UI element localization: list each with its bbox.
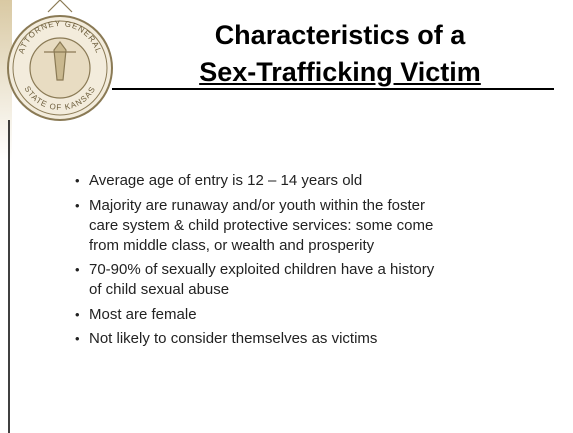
bullet-text: Not likely to consider themselves as vic… xyxy=(89,330,378,347)
bullet-text: from middle class, or wealth and prosper… xyxy=(89,236,375,254)
bullet-list: Average age of entry is 12 – 14 years ol… xyxy=(75,171,565,354)
bullet-text: care system & child protective services:… xyxy=(89,216,434,234)
bullet-text: of child sexual abuse xyxy=(89,281,230,298)
title-line: Sex-Trafficking Victim xyxy=(199,57,481,87)
seal xyxy=(7,0,113,121)
bullet-text: 70-90% of sexually exploited children ha… xyxy=(89,261,435,278)
bullet-item: Most are female xyxy=(75,305,565,325)
bullet-text: Majority are runaway and/or youth within… xyxy=(89,196,425,214)
bullet-item: Average age of entry is 12 – 14 years ol… xyxy=(75,171,565,191)
bullet-text: Most are female xyxy=(89,305,197,323)
bullet-item: Majority are runaway and/or youth within… xyxy=(75,196,565,256)
bullet-text: Average age of entry is 12 – 14 years ol… xyxy=(89,172,363,189)
bullet-item: 70-90% of sexually exploited children ha… xyxy=(75,260,565,300)
bullet-item: Not likely to consider themselves as vic… xyxy=(75,329,565,349)
title-line: Characteristics of a xyxy=(214,20,466,50)
